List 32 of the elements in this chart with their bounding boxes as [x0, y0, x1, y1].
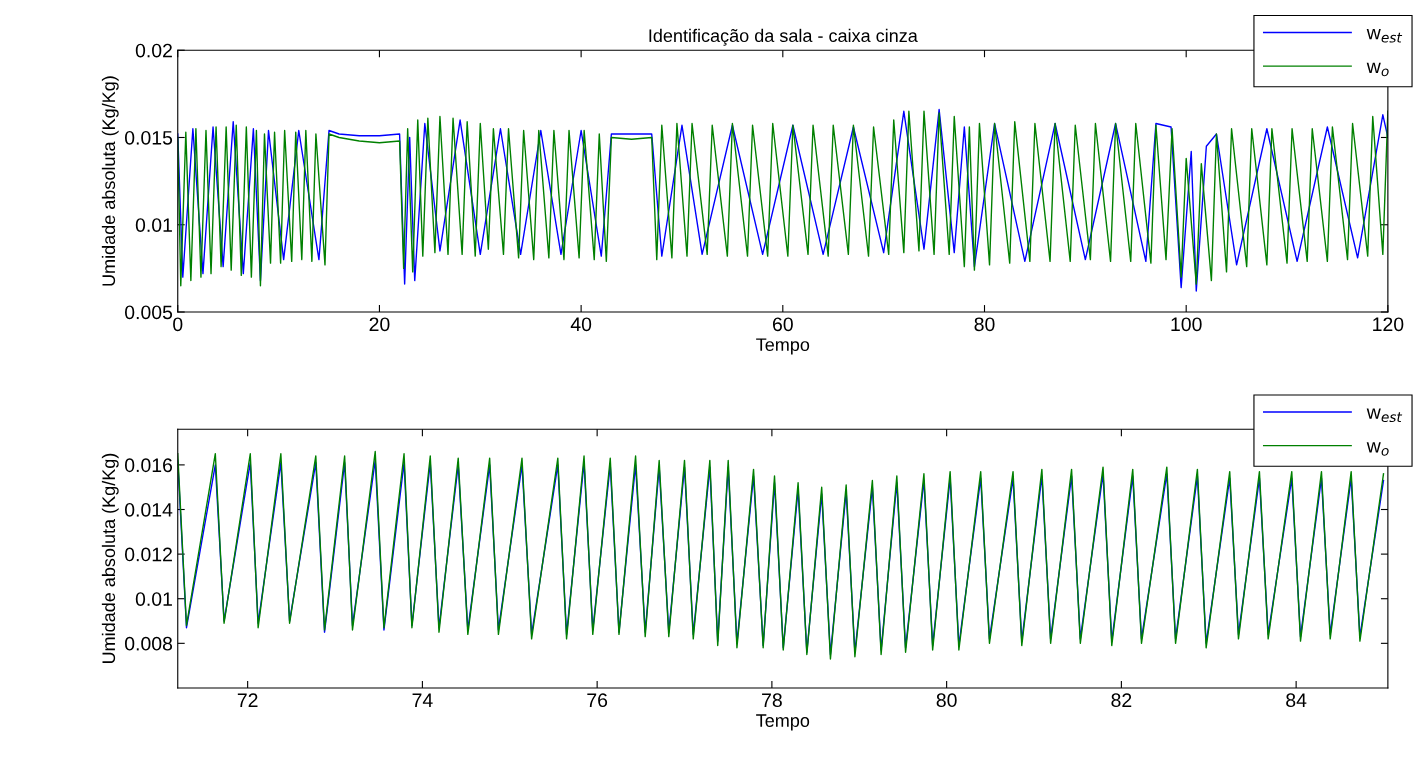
- x-tick-label: 0: [173, 317, 183, 332]
- x-tick-label: 72: [237, 693, 258, 707]
- y-tick-label: 0.005: [124, 305, 173, 320]
- x-tick-label: 78: [762, 693, 782, 708]
- y-tick-label: 0.014: [124, 502, 173, 517]
- x-tick-label: 40: [570, 317, 592, 332]
- x-tick-label: 74: [412, 693, 433, 707]
- y-tick-label: 0.015: [124, 130, 173, 145]
- x-tick-label: 120: [1373, 317, 1404, 332]
- y-tick-label: 0.016: [124, 458, 173, 473]
- y-axis-title: Umidade absoluta (Kg/Kg): [101, 453, 119, 664]
- x-axis-title: Tempo: [756, 338, 810, 355]
- x-tick-label: 84: [1286, 693, 1307, 708]
- y-tick-label: 0.01: [135, 592, 172, 606]
- y-axis-title: Umidade absoluta (Kg/Kg): [101, 76, 119, 286]
- y-tick-label: 0.02: [135, 43, 172, 58]
- x-tick-label: 60: [772, 317, 793, 332]
- legend-label: w$_{est}$: [1366, 408, 1403, 423]
- x-tick-label: 80: [936, 693, 957, 708]
- y-tick-label: 0.008: [124, 636, 173, 651]
- x-axis-title: Tempo: [756, 714, 810, 731]
- x-tick-label: 82: [1111, 693, 1132, 708]
- legend-label: w$_{est}$: [1366, 28, 1403, 43]
- legend-label: w$_{o}$: [1366, 62, 1389, 77]
- y-tick-label: 0.012: [124, 547, 172, 562]
- chart-title: Identificação da sala - caixa cinza: [649, 28, 918, 46]
- x-tick-label: 100: [1171, 317, 1202, 332]
- y-tick-label: 0.01: [135, 218, 172, 232]
- x-tick-label: 80: [974, 317, 995, 332]
- legend-label: w$_{o}$: [1366, 442, 1389, 456]
- x-tick-label: 76: [587, 693, 608, 708]
- x-tick-label: 20: [369, 317, 390, 332]
